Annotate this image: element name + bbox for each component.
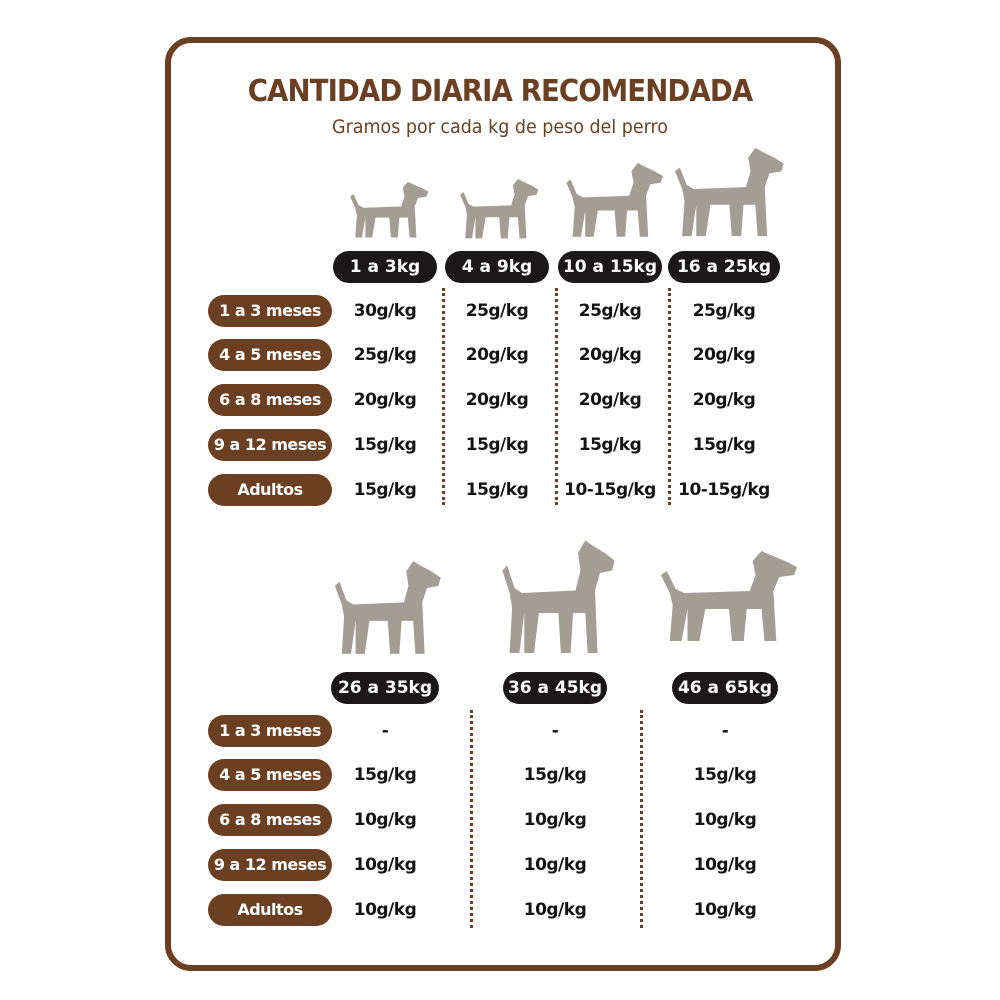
table-cell: 15g/kg: [465, 480, 529, 500]
great-dane-dog-icon: [495, 533, 617, 658]
table-cell: 10g/kg: [353, 810, 417, 830]
table-cell: 20g/kg: [465, 390, 529, 410]
table-cell: 15g/kg: [578, 435, 642, 455]
age-label: 1 a 3 meses: [208, 295, 332, 327]
table-cell: 20g/kg: [578, 345, 642, 365]
card-border: [165, 37, 841, 971]
table-cell: 10g/kg: [523, 855, 587, 875]
table-cell: 15g/kg: [692, 435, 756, 455]
boxer-dog-icon: [328, 555, 443, 658]
age-label: 9 a 12 meses: [208, 849, 332, 881]
table-cell: 15g/kg: [465, 435, 529, 455]
age-label: 6 a 8 meses: [208, 804, 332, 836]
table-cell: 20g/kg: [692, 345, 756, 365]
table-cell: 30g/kg: [353, 301, 417, 321]
column-divider: [442, 288, 445, 505]
table-cell: 10g/kg: [693, 900, 757, 920]
age-label: 4 a 5 meses: [208, 759, 332, 791]
beagle-dog-icon: [668, 142, 786, 240]
table-cell: 10g/kg: [353, 855, 417, 875]
table-cell: 15g/kg: [353, 480, 417, 500]
weight-pill: 10 a 15kg: [558, 251, 662, 283]
weight-pill: 26 a 35kg: [331, 672, 439, 704]
age-label: 4 a 5 meses: [208, 339, 332, 371]
table-cell: 25g/kg: [692, 301, 756, 321]
table-cell: -: [551, 721, 559, 741]
table-cell: 25g/kg: [353, 345, 417, 365]
table-cell: 15g/kg: [353, 435, 417, 455]
table-cell: 15g/kg: [353, 765, 417, 785]
column-divider: [470, 710, 473, 928]
table-cell: -: [381, 721, 389, 741]
table-cell: 20g/kg: [465, 345, 529, 365]
table-cell: 10g/kg: [693, 855, 757, 875]
table-cell: 10g/kg: [523, 900, 587, 920]
column-divider: [640, 710, 643, 928]
table-cell: 25g/kg: [465, 301, 529, 321]
table-cell: 10g/kg: [353, 900, 417, 920]
table-cell: 15g/kg: [693, 765, 757, 785]
table-cell: 10-15g/kg: [678, 480, 770, 500]
saint-bernard-dog-icon: [652, 545, 800, 645]
table-cell: 20g/kg: [692, 390, 756, 410]
column-divider: [668, 288, 671, 505]
age-label: 6 a 8 meses: [208, 384, 332, 416]
age-label: Adultos: [208, 894, 332, 926]
scottish-terrier-dog-icon: [455, 175, 540, 241]
table-cell: 20g/kg: [353, 390, 417, 410]
schnauzer-dog-icon: [560, 158, 665, 240]
age-label: 1 a 3 meses: [208, 715, 332, 747]
table-cell: 10g/kg: [523, 810, 587, 830]
weight-pill: 46 a 65kg: [672, 672, 778, 704]
table-cell: 20g/kg: [578, 390, 642, 410]
table-cell: 10-15g/kg: [564, 480, 656, 500]
table-cell: 25g/kg: [578, 301, 642, 321]
table-cell: 15g/kg: [523, 765, 587, 785]
table-cell: 10g/kg: [693, 810, 757, 830]
weight-pill: 4 a 9kg: [445, 251, 549, 283]
page-title: CANTIDAD DIARIA RECOMENDADA: [247, 74, 753, 109]
table-cell: -: [721, 721, 729, 741]
yorkshire-dog-icon: [345, 178, 430, 240]
weight-pill: 16 a 25kg: [668, 251, 780, 283]
age-label: Adultos: [208, 474, 332, 506]
page-subtitle: Gramos por cada kg de peso del perro: [332, 116, 668, 138]
weight-pill: 1 a 3kg: [333, 251, 437, 283]
column-divider: [555, 288, 558, 505]
weight-pill: 36 a 45kg: [503, 672, 607, 704]
age-label: 9 a 12 meses: [208, 429, 332, 461]
